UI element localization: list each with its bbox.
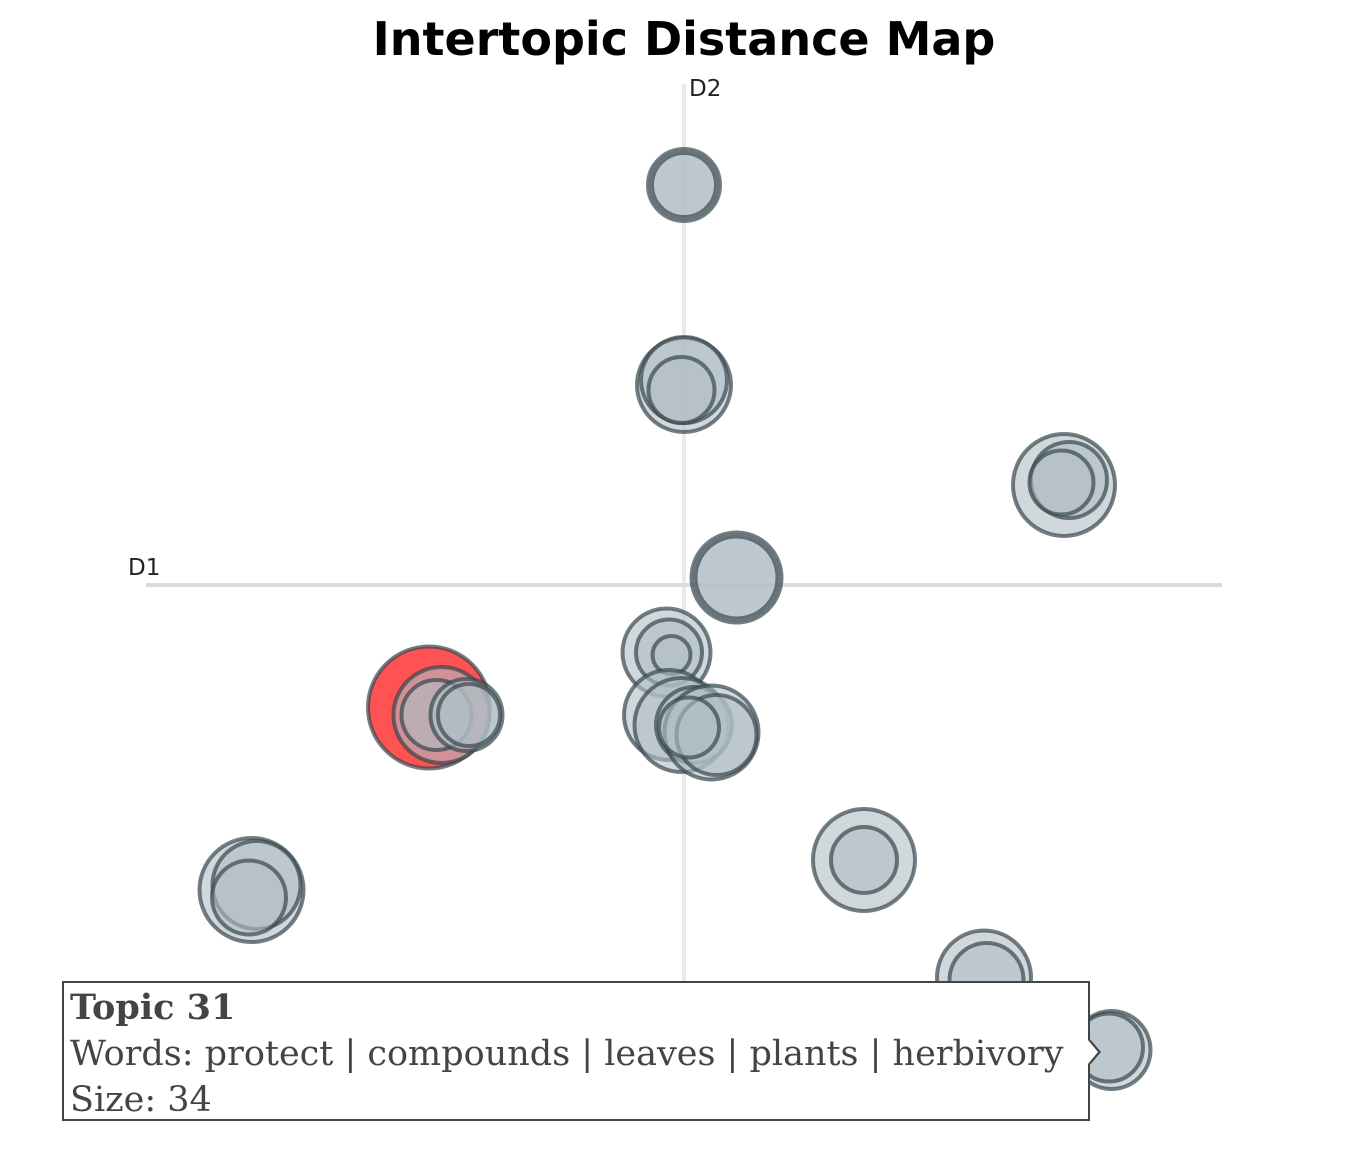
topic-bubble[interactable] bbox=[650, 151, 718, 219]
topic-bubble[interactable] bbox=[210, 858, 288, 937]
d1-axis-label: D1 bbox=[128, 555, 160, 581]
tooltip-size: Size: 34 bbox=[70, 1080, 212, 1120]
tooltip-pointer-fill bbox=[1088, 1040, 1098, 1064]
tooltip-title: Topic 31 bbox=[70, 987, 236, 1028]
topic-bubble[interactable] bbox=[829, 825, 899, 895]
chart-title: Intertopic Distance Map bbox=[372, 12, 996, 66]
topic-bubble[interactable] bbox=[1027, 448, 1096, 517]
tooltip-words: Words: protect | compounds | leaves | pl… bbox=[70, 1034, 1064, 1074]
d2-axis-label: D2 bbox=[689, 76, 721, 102]
topic-bubbles bbox=[197, 147, 1153, 1091]
topic-bubble[interactable] bbox=[436, 682, 502, 748]
topic-bubble[interactable] bbox=[646, 355, 717, 425]
axes: D1 D2 bbox=[128, 76, 1222, 1086]
topic-bubble[interactable] bbox=[657, 695, 721, 760]
topic-bubble[interactable] bbox=[693, 534, 780, 621]
topic-tooltip: Topic 31 Words: protect | compounds | le… bbox=[62, 981, 1090, 1121]
